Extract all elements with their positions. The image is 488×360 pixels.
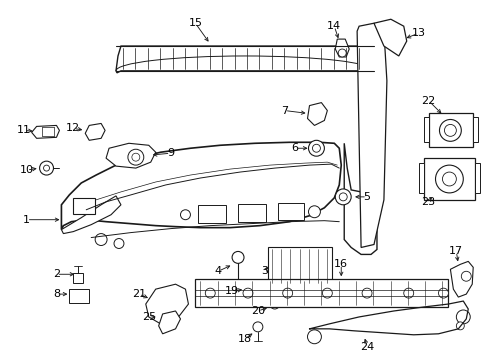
Text: 22: 22	[421, 96, 435, 105]
Text: 10: 10	[20, 165, 34, 175]
Circle shape	[444, 125, 455, 136]
Bar	[472, 117, 477, 142]
Text: 1: 1	[23, 215, 30, 225]
Circle shape	[232, 251, 244, 264]
Bar	[198, 205, 225, 223]
Text: 2: 2	[53, 269, 60, 279]
Circle shape	[455, 322, 463, 330]
Polygon shape	[116, 46, 373, 73]
Circle shape	[435, 165, 462, 193]
Bar	[474, 163, 479, 193]
Circle shape	[460, 271, 470, 281]
Bar	[73, 198, 95, 214]
Text: 23: 23	[421, 197, 435, 207]
Bar	[267, 247, 332, 285]
Circle shape	[335, 189, 350, 205]
Circle shape	[455, 310, 469, 324]
Circle shape	[40, 161, 53, 175]
Circle shape	[439, 120, 460, 141]
Circle shape	[43, 165, 49, 171]
Circle shape	[114, 239, 123, 248]
Polygon shape	[158, 311, 180, 334]
Text: 9: 9	[167, 148, 174, 158]
Text: 11: 11	[17, 125, 31, 135]
Text: 14: 14	[326, 21, 341, 31]
Polygon shape	[344, 143, 376, 255]
Circle shape	[338, 49, 346, 57]
Circle shape	[95, 234, 107, 246]
Bar	[427, 113, 472, 147]
Polygon shape	[61, 196, 121, 234]
Text: 7: 7	[281, 105, 287, 116]
Polygon shape	[32, 125, 60, 138]
Circle shape	[361, 288, 371, 298]
Circle shape	[339, 193, 346, 201]
Circle shape	[307, 330, 321, 344]
Circle shape	[312, 144, 320, 152]
Polygon shape	[307, 103, 326, 125]
Circle shape	[243, 288, 252, 298]
Text: 18: 18	[238, 334, 251, 344]
Text: 6: 6	[290, 143, 298, 153]
Text: 19: 19	[224, 286, 239, 296]
Text: 20: 20	[250, 306, 264, 316]
Bar	[423, 158, 474, 200]
Bar	[238, 204, 265, 222]
Text: 21: 21	[131, 289, 145, 299]
Polygon shape	[373, 19, 406, 56]
Circle shape	[308, 206, 320, 218]
Text: 5: 5	[363, 192, 370, 202]
Polygon shape	[449, 261, 472, 297]
Polygon shape	[106, 143, 155, 168]
Bar	[423, 117, 427, 142]
Text: 15: 15	[188, 18, 202, 28]
Circle shape	[322, 288, 332, 298]
Circle shape	[403, 288, 413, 298]
Bar	[69, 289, 89, 303]
Text: 17: 17	[448, 247, 463, 256]
Text: 25: 25	[142, 312, 156, 322]
Text: 4: 4	[214, 266, 222, 276]
Polygon shape	[243, 281, 269, 302]
Circle shape	[132, 153, 140, 161]
Circle shape	[272, 302, 277, 306]
Bar	[418, 163, 423, 193]
Circle shape	[269, 299, 279, 309]
Polygon shape	[61, 142, 341, 230]
Text: 16: 16	[334, 259, 347, 269]
Circle shape	[205, 288, 215, 298]
Circle shape	[128, 149, 143, 165]
Circle shape	[438, 288, 447, 298]
Polygon shape	[85, 123, 105, 140]
Text: 24: 24	[359, 342, 373, 352]
Polygon shape	[335, 39, 348, 57]
Text: 3: 3	[261, 266, 268, 276]
Circle shape	[442, 172, 455, 186]
Circle shape	[308, 140, 324, 156]
Circle shape	[180, 210, 190, 220]
Circle shape	[252, 322, 263, 332]
Bar	[277, 203, 303, 220]
Bar	[195, 279, 447, 307]
Text: 13: 13	[411, 28, 425, 38]
Polygon shape	[145, 284, 188, 324]
Polygon shape	[356, 23, 386, 247]
Text: 8: 8	[53, 289, 60, 299]
Circle shape	[282, 288, 292, 298]
Text: 12: 12	[66, 123, 80, 134]
Polygon shape	[73, 273, 83, 283]
